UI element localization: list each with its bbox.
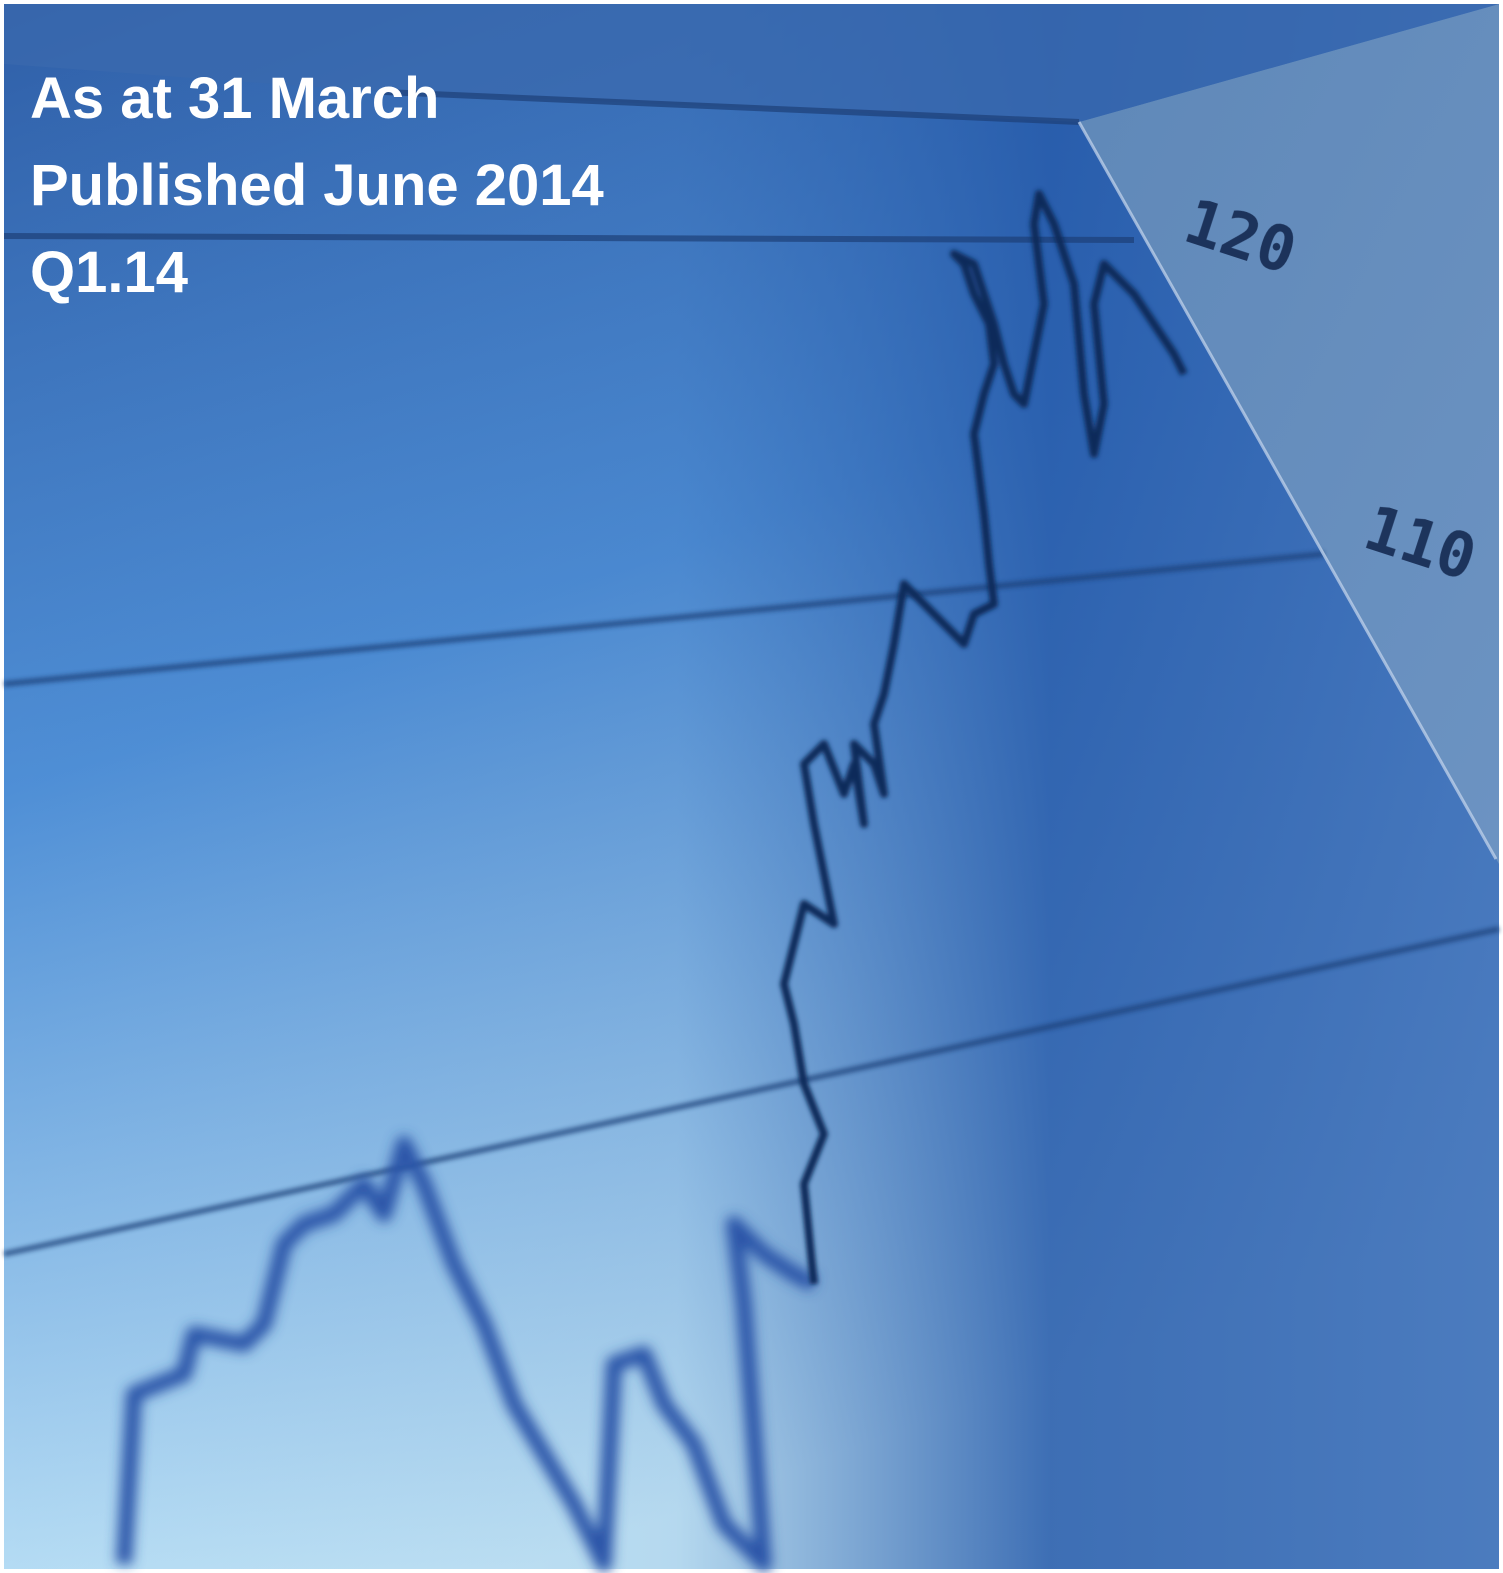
screen-top <box>4 4 1499 122</box>
screen-border <box>1077 121 1498 860</box>
header-line: Published June 2014 <box>30 153 604 218</box>
price-line-far <box>116 1136 818 1572</box>
header-line: Q1.14 <box>30 240 188 305</box>
grid <box>3 89 1500 1257</box>
grid-line <box>3 551 1325 687</box>
grid-line <box>383 89 1080 125</box>
price-line-near <box>780 190 1188 1285</box>
photo: 120 110 <box>3 4 1500 1572</box>
grid-line <box>3 233 1135 243</box>
header-line: As at 31 March <box>30 66 439 131</box>
screen-edge <box>1079 4 1499 864</box>
grid-line <box>3 926 1500 1257</box>
